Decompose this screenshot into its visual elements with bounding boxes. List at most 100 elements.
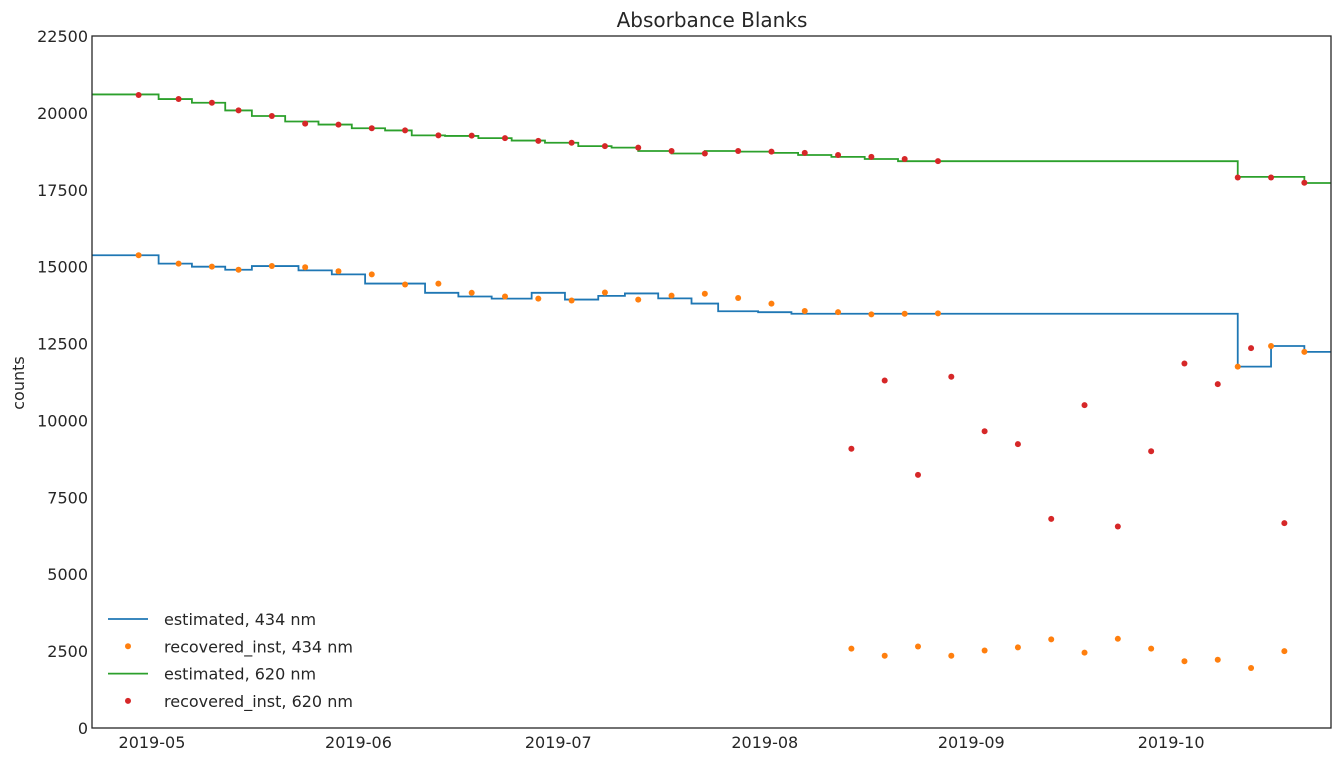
data-point-recovered-inst-620-nm xyxy=(535,137,542,144)
data-point-recovered-inst-620-nm xyxy=(948,373,955,380)
x-tick-label: 2019-08 xyxy=(731,733,798,752)
data-point-recovered-inst-620-nm xyxy=(268,112,275,119)
data-point-recovered-inst-620-nm xyxy=(175,96,182,103)
x-tick-label: 2019-10 xyxy=(1138,733,1205,752)
data-point-recovered-inst-620-nm xyxy=(835,152,842,159)
data-point-recovered-inst-434-nm xyxy=(934,310,941,317)
data-point-recovered-inst-620-nm xyxy=(435,132,442,139)
data-point-recovered-inst-434-nm xyxy=(568,297,575,304)
x-axis: 2019-05 2019-06 2019-07 2019-08 2019-09 2019-… xyxy=(119,733,1205,752)
y-tick-label: 12500 xyxy=(37,335,88,354)
data-point-recovered-inst-620-nm xyxy=(1014,441,1021,448)
y-tick-label: 10000 xyxy=(37,411,88,430)
data-point-recovered-inst-434-nm xyxy=(1048,636,1055,643)
data-point-recovered-inst-620-nm xyxy=(768,148,775,155)
x-tick-label: 2019-07 xyxy=(525,733,592,752)
data-point-recovered-inst-620-nm xyxy=(235,107,242,114)
data-point-recovered-inst-620-nm xyxy=(848,445,855,452)
data-point-recovered-inst-434-nm xyxy=(1181,658,1188,665)
data-point-recovered-inst-434-nm xyxy=(981,647,988,654)
data-point-recovered-inst-620-nm xyxy=(208,99,215,106)
data-point-recovered-inst-620-nm xyxy=(635,144,642,151)
data-point-recovered-inst-434-nm xyxy=(1268,343,1275,350)
data-point-recovered-inst-620-nm xyxy=(1214,381,1221,388)
y-tick-label: 2500 xyxy=(47,642,88,661)
data-point-recovered-inst-620-nm xyxy=(335,121,342,128)
legend: estimated, 434 nm recovered_inst, 434 nm e… xyxy=(108,610,353,712)
data-point-recovered-inst-434-nm xyxy=(1114,635,1121,642)
data-point-recovered-inst-434-nm xyxy=(175,260,182,267)
data-point-recovered-inst-434-nm xyxy=(915,643,921,650)
data-point-recovered-inst-620-nm xyxy=(668,148,675,155)
data-point-recovered-inst-434-nm xyxy=(668,292,675,299)
data-point-recovered-inst-620-nm xyxy=(1081,402,1088,409)
data-point-recovered-inst-620-nm xyxy=(1301,179,1308,186)
series-line-estimated-434-nm xyxy=(92,254,1331,368)
data-point-recovered-inst-620-nm xyxy=(1148,448,1155,455)
data-point-recovered-inst-620-nm xyxy=(302,120,309,127)
data-point-recovered-inst-620-nm xyxy=(601,143,608,150)
data-point-recovered-inst-434-nm xyxy=(302,264,309,271)
data-point-recovered-inst-620-nm xyxy=(1048,515,1055,522)
data-point-recovered-inst-434-nm xyxy=(435,280,442,287)
data-point-recovered-inst-434-nm xyxy=(468,289,475,296)
y-axis-label: counts xyxy=(9,356,28,409)
data-point-recovered-inst-620-nm xyxy=(1281,520,1288,527)
data-point-recovered-inst-434-nm xyxy=(502,293,508,300)
data-point-recovered-inst-620-nm xyxy=(568,139,575,146)
data-point-recovered-inst-434-nm xyxy=(402,281,409,288)
data-point-recovered-inst-434-nm xyxy=(901,310,908,317)
data-point-recovered-inst-620-nm xyxy=(881,377,888,384)
data-point-recovered-inst-434-nm xyxy=(1148,645,1155,652)
data-point-recovered-inst-620-nm xyxy=(1234,174,1241,181)
data-point-recovered-inst-434-nm xyxy=(1301,348,1308,355)
series-layer xyxy=(92,92,1331,672)
x-tick-label: 2019-05 xyxy=(119,733,186,752)
data-point-recovered-inst-434-nm xyxy=(235,266,242,273)
data-point-recovered-inst-434-nm xyxy=(1281,648,1288,655)
plot-frame xyxy=(91,35,1332,729)
data-point-recovered-inst-620-nm xyxy=(1248,345,1255,352)
data-point-recovered-inst-434-nm xyxy=(801,307,808,314)
data-point-recovered-inst-620-nm xyxy=(868,153,875,160)
data-point-recovered-inst-434-nm xyxy=(868,311,875,318)
data-point-recovered-inst-620-nm xyxy=(801,149,808,156)
data-point-recovered-inst-434-nm xyxy=(268,263,275,270)
data-point-recovered-inst-434-nm xyxy=(735,295,742,302)
data-point-recovered-inst-434-nm xyxy=(701,290,708,297)
y-tick-label: 17500 xyxy=(37,181,88,200)
data-point-recovered-inst-434-nm xyxy=(1214,656,1221,663)
series-line-estimated-620-nm xyxy=(92,93,1331,184)
y-tick-label: 22500 xyxy=(37,27,88,46)
data-point-recovered-inst-620-nm xyxy=(1114,523,1121,530)
data-point-recovered-inst-434-nm xyxy=(1014,644,1021,651)
chart-title: Absorbance Blanks xyxy=(617,8,808,32)
y-axis: 0 2500 5000 7500 10000 12500 15000 17500 20000 22… xyxy=(37,27,88,738)
x-tick-label: 2019-06 xyxy=(325,733,392,752)
data-point-recovered-inst-620-nm xyxy=(1268,174,1275,181)
data-point-recovered-inst-434-nm xyxy=(368,271,375,278)
data-point-recovered-inst-620-nm xyxy=(135,92,142,99)
data-point-recovered-inst-620-nm xyxy=(1181,360,1188,367)
y-tick-label: 20000 xyxy=(37,104,88,123)
data-point-recovered-inst-620-nm xyxy=(981,428,988,435)
data-point-recovered-inst-620-nm xyxy=(915,471,921,478)
data-point-recovered-inst-620-nm xyxy=(368,125,375,132)
data-point-recovered-inst-620-nm xyxy=(735,148,742,155)
data-point-recovered-inst-434-nm xyxy=(848,645,855,652)
data-point-recovered-inst-434-nm xyxy=(601,289,608,296)
data-point-recovered-inst-434-nm xyxy=(335,268,342,275)
data-point-recovered-inst-620-nm xyxy=(402,127,409,134)
legend-marker-recovered-inst-620-nm xyxy=(125,697,131,704)
data-point-recovered-inst-434-nm xyxy=(535,295,542,302)
legend-label-recovered-inst-620-nm: recovered_inst, 620 nm xyxy=(164,692,353,712)
data-point-recovered-inst-434-nm xyxy=(948,652,955,659)
data-point-recovered-inst-620-nm xyxy=(502,135,508,142)
data-point-recovered-inst-434-nm xyxy=(768,300,775,307)
legend-label-estimated-434-nm: estimated, 434 nm xyxy=(164,610,316,629)
data-point-recovered-inst-620-nm xyxy=(701,150,708,157)
data-point-recovered-inst-620-nm xyxy=(901,156,908,163)
data-point-recovered-inst-434-nm xyxy=(135,252,142,259)
data-point-recovered-inst-434-nm xyxy=(635,296,642,303)
